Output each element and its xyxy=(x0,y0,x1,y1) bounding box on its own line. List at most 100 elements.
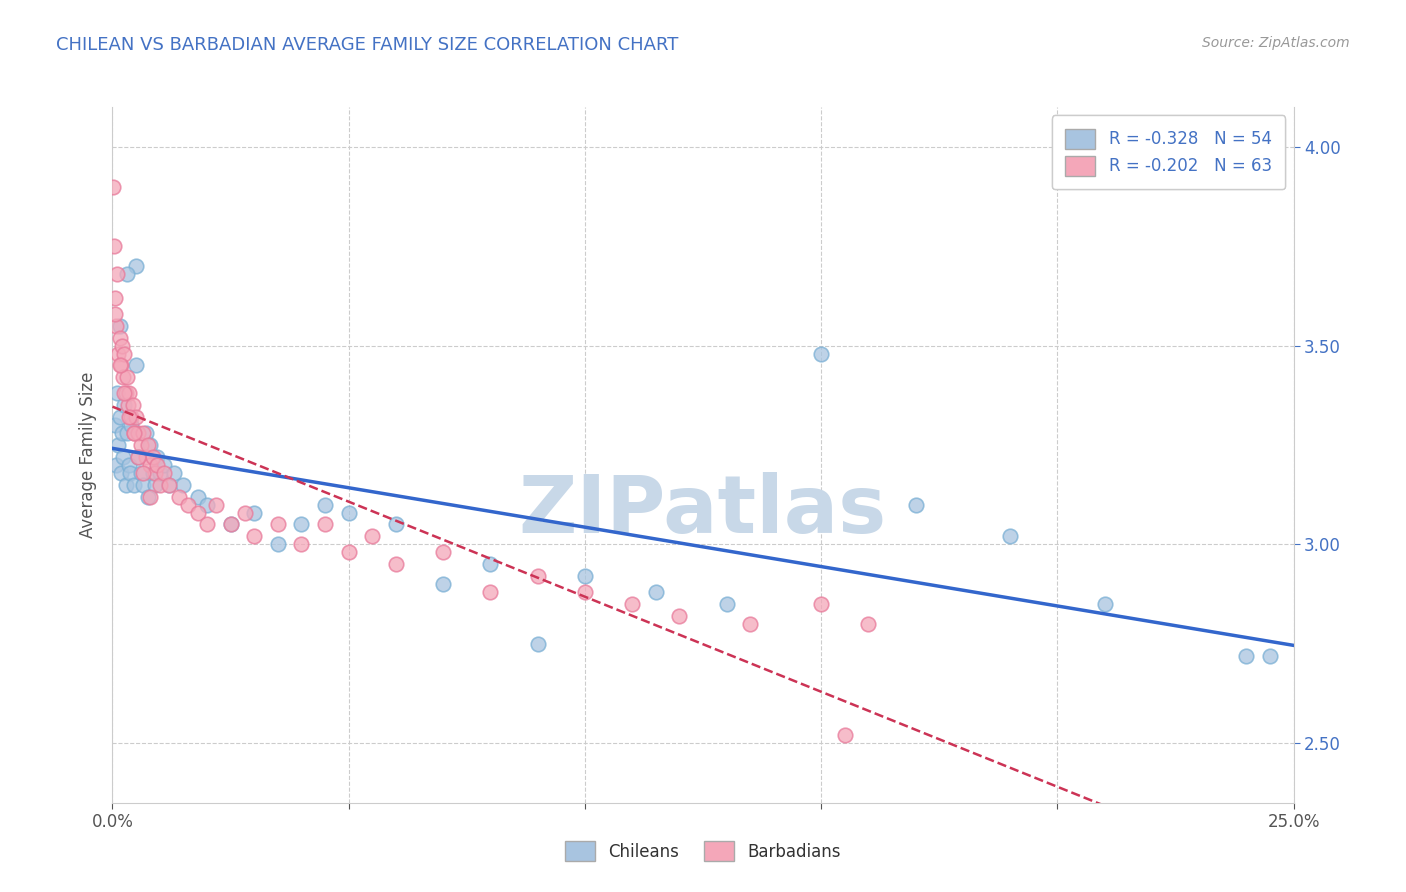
Point xyxy=(621,597,644,611)
Point xyxy=(103,239,125,253)
Point xyxy=(115,425,138,440)
Point xyxy=(112,386,135,401)
Point xyxy=(114,386,136,401)
Point xyxy=(129,438,152,452)
Point xyxy=(716,597,738,611)
Point xyxy=(104,291,127,305)
Point xyxy=(574,585,596,599)
Point xyxy=(108,331,131,345)
Point xyxy=(219,517,242,532)
Point xyxy=(163,466,186,480)
Point xyxy=(157,477,180,491)
Point xyxy=(574,569,596,583)
Point xyxy=(385,558,408,572)
Point xyxy=(132,477,155,491)
Point xyxy=(112,346,135,360)
Point xyxy=(904,498,927,512)
Point xyxy=(118,386,141,401)
Point xyxy=(127,450,149,464)
Point xyxy=(186,490,208,504)
Point xyxy=(219,517,242,532)
Point xyxy=(146,458,169,472)
Point xyxy=(115,370,138,384)
Point xyxy=(810,597,832,611)
Text: ZIPatlas: ZIPatlas xyxy=(519,472,887,549)
Point xyxy=(186,506,208,520)
Point xyxy=(122,477,145,491)
Point xyxy=(314,517,336,532)
Point xyxy=(834,728,856,742)
Point xyxy=(668,609,690,624)
Point xyxy=(108,318,131,333)
Point xyxy=(149,466,172,480)
Point xyxy=(129,466,152,480)
Point xyxy=(195,498,218,512)
Point xyxy=(153,466,176,480)
Point xyxy=(432,577,454,591)
Point xyxy=(117,398,139,412)
Point xyxy=(149,477,172,491)
Point xyxy=(243,506,266,520)
Point xyxy=(110,466,132,480)
Point xyxy=(132,425,155,440)
Point xyxy=(121,398,143,412)
Legend: Chileans, Barbadians: Chileans, Barbadians xyxy=(551,828,855,875)
Point xyxy=(111,370,134,384)
Text: Source: ZipAtlas.com: Source: ZipAtlas.com xyxy=(1202,36,1350,50)
Point xyxy=(135,450,157,464)
Point xyxy=(139,490,162,504)
Point xyxy=(105,458,128,472)
Point xyxy=(105,318,128,333)
Point xyxy=(479,558,502,572)
Point xyxy=(118,458,141,472)
Point xyxy=(122,425,145,440)
Point xyxy=(111,425,134,440)
Point xyxy=(243,529,266,543)
Legend: R = -0.328   N = 54, R = -0.202   N = 63: R = -0.328 N = 54, R = -0.202 N = 63 xyxy=(1052,115,1285,189)
Point xyxy=(120,418,142,433)
Point xyxy=(290,517,312,532)
Point xyxy=(143,466,166,480)
Point xyxy=(361,529,384,543)
Point xyxy=(125,359,148,373)
Point xyxy=(142,450,165,464)
Point xyxy=(125,259,148,273)
Point xyxy=(136,438,159,452)
Point xyxy=(290,537,312,551)
Y-axis label: Average Family Size: Average Family Size xyxy=(79,372,97,538)
Point xyxy=(195,517,218,532)
Point xyxy=(858,616,880,631)
Point xyxy=(143,477,166,491)
Point xyxy=(114,477,136,491)
Point xyxy=(526,569,548,583)
Point xyxy=(112,398,135,412)
Point xyxy=(108,359,131,373)
Point xyxy=(146,450,169,464)
Point xyxy=(136,490,159,504)
Point xyxy=(104,307,127,321)
Point xyxy=(111,338,134,352)
Point xyxy=(139,458,162,472)
Point xyxy=(167,490,190,504)
Point xyxy=(139,438,162,452)
Point xyxy=(810,346,832,360)
Point xyxy=(1094,597,1116,611)
Point xyxy=(105,386,128,401)
Point xyxy=(432,545,454,559)
Point xyxy=(142,466,165,480)
Point xyxy=(135,425,157,440)
Point xyxy=(115,267,138,281)
Point xyxy=(153,458,176,472)
Point xyxy=(1258,648,1281,663)
Point xyxy=(233,506,256,520)
Point xyxy=(644,585,666,599)
Point xyxy=(127,425,149,440)
Point xyxy=(177,498,200,512)
Point xyxy=(120,410,142,425)
Point xyxy=(314,498,336,512)
Point xyxy=(105,267,128,281)
Point xyxy=(103,179,125,194)
Point xyxy=(998,529,1021,543)
Point xyxy=(127,450,149,464)
Point xyxy=(337,545,360,559)
